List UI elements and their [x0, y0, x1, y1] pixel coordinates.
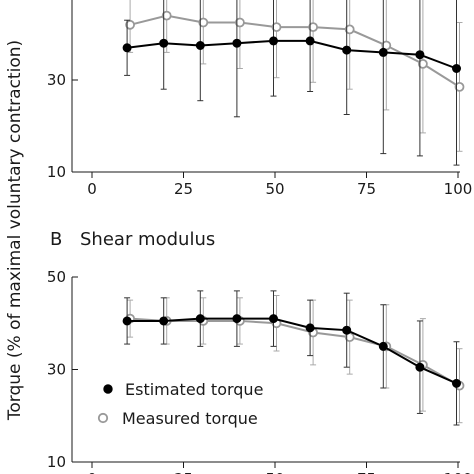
data-point-estimated [159, 38, 169, 48]
data-point-measured [125, 19, 136, 30]
x-tick-label: 50 [265, 470, 284, 474]
data-point-estimated [305, 323, 315, 333]
y-tick-label: 50 [47, 268, 66, 286]
data-point-estimated [232, 38, 242, 48]
legend-label-measured: Measured torque [122, 409, 258, 428]
y-tick-label: 30 [47, 361, 66, 379]
x-tick-label: 50 [265, 180, 284, 198]
x-tick-label: 0 [87, 180, 97, 198]
series-line-estimated [127, 317, 457, 385]
y-tick-label: 10 [47, 453, 66, 471]
data-point-measured [344, 24, 355, 35]
x-tick-label: 100 [444, 470, 473, 474]
panel-b-plot [122, 290, 465, 426]
data-point-measured [454, 82, 465, 92]
y-axis-label: Torque (% of maximal voluntary contracti… [5, 40, 25, 421]
data-point-measured [198, 17, 209, 28]
panel-a-ticks: 10 30 0 25 50 75 100 [47, 71, 472, 198]
data-point-estimated [415, 50, 425, 60]
data-point-estimated [269, 36, 278, 46]
panel-b: B Shear modulus 10 30 50 0 25 50 75 100 Estimat… [47, 229, 472, 474]
series-line-measured [129, 14, 461, 88]
data-point-estimated [378, 341, 388, 351]
data-point-measured [271, 22, 282, 33]
series-line-measured [130, 317, 460, 387]
data-point-estimated [195, 314, 205, 324]
series-line-estimated [126, 39, 457, 70]
data-point-measured [417, 59, 428, 69]
panel-b-title: Shear modulus [80, 229, 215, 250]
data-point-estimated [122, 43, 132, 53]
data-point-measured [234, 17, 245, 28]
x-tick-label: 100 [444, 180, 473, 198]
panel-a: 10 30 0 25 50 75 100 [47, 0, 472, 198]
data-point-estimated [269, 314, 278, 324]
data-point-estimated [415, 362, 425, 372]
data-point-estimated [159, 316, 169, 326]
x-tick-label: 75 [357, 470, 376, 474]
legend-marker-measured [97, 412, 109, 424]
data-point-estimated [378, 47, 388, 57]
y-tick-label: 30 [47, 71, 66, 89]
data-point-estimated [452, 378, 461, 388]
data-point-estimated [342, 325, 352, 335]
x-tick-label: 75 [357, 180, 376, 198]
legend-label-estimated: Estimated torque [125, 380, 263, 399]
data-point-estimated [305, 36, 315, 46]
panel-a-plot [122, 0, 465, 166]
x-tick-label: 25 [174, 470, 193, 474]
panel-b-ticks: 10 30 50 0 25 50 75 100 [47, 268, 472, 474]
data-point-estimated [195, 41, 205, 50]
x-tick-label: 25 [174, 180, 193, 198]
data-point-estimated [232, 314, 242, 324]
data-point-estimated [452, 64, 461, 73]
legend: Estimated torque Measured torque [97, 380, 263, 428]
data-point-measured [308, 22, 319, 33]
x-tick-label: 0 [87, 470, 97, 474]
y-tick-label: 10 [47, 163, 66, 181]
panel-b-letter: B [50, 229, 62, 250]
legend-marker-estimated [103, 384, 113, 394]
data-point-measured [161, 10, 172, 21]
data-point-estimated [122, 316, 132, 326]
data-point-estimated [342, 45, 352, 55]
